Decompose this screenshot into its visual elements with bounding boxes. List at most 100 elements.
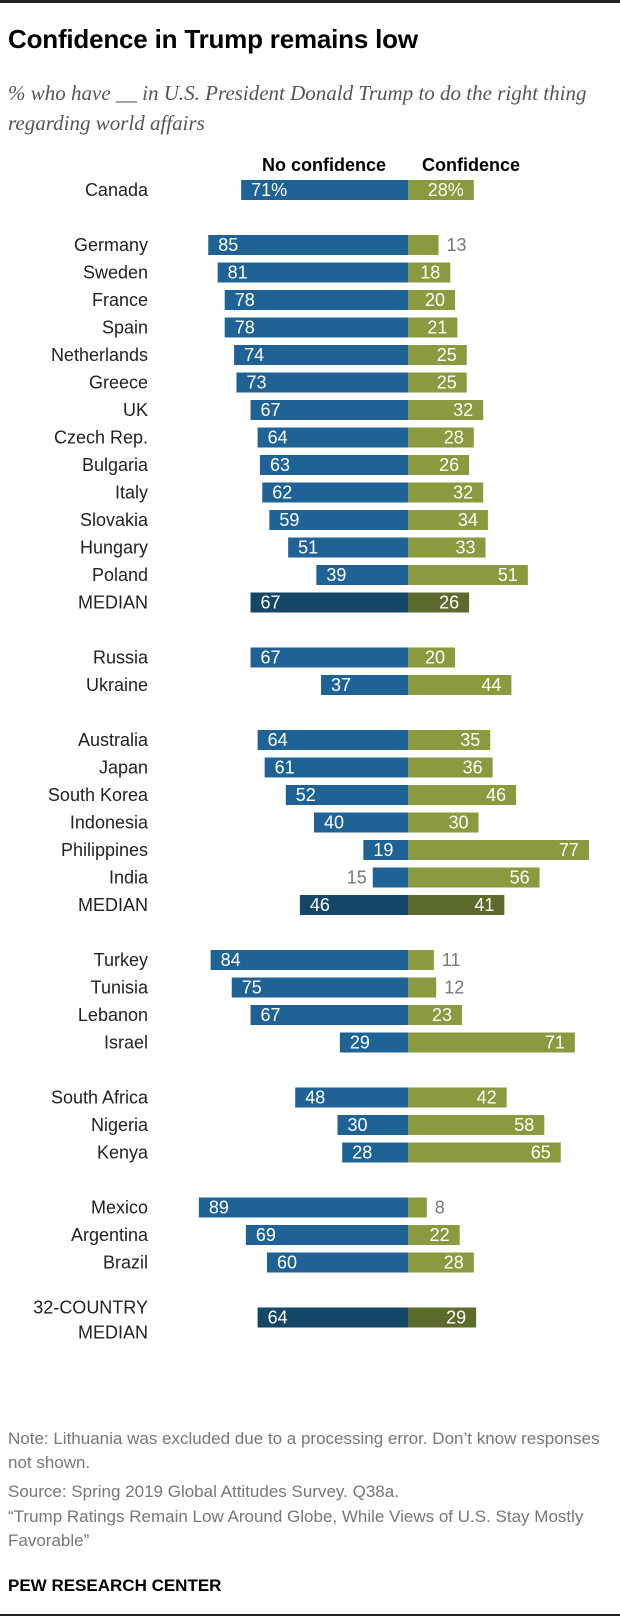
source-note: Source: Spring 2019 Global Attitudes Sur… — [8, 1482, 399, 1501]
bar-confidence-ukraine — [408, 675, 512, 695]
value-confidence-south-korea: 46 — [486, 785, 506, 805]
value-no-confidence-tunisia: 75 — [242, 978, 262, 998]
value-confidence-spain: 21 — [427, 318, 447, 338]
value-no-confidence-japan: 61 — [275, 758, 295, 778]
row-label-32-country-median: 32-COUNTRY MEDIAN — [33, 1298, 148, 1343]
value-no-confidence-canada: 71% — [251, 180, 287, 200]
value-no-confidence-netherlands: 74 — [244, 345, 264, 365]
bar-no-confidence-nigeria — [337, 1115, 408, 1135]
bar-no-confidence-bulgaria — [259, 455, 408, 475]
row-label-israel: Israel — [104, 1033, 148, 1053]
bar-confidence-bulgaria — [408, 455, 470, 475]
bar-no-confidence-netherlands — [234, 345, 408, 365]
value-no-confidence-kenya: 28 — [352, 1143, 372, 1163]
value-no-confidence-indonesia: 40 — [324, 813, 344, 833]
value-no-confidence-median: 67 — [261, 593, 281, 613]
row-label-mexico: Mexico — [91, 1198, 148, 1218]
row-label-germany: Germany — [74, 235, 148, 255]
bar-confidence-tunisia — [408, 977, 437, 998]
value-no-confidence-ukraine: 37 — [331, 675, 351, 695]
row-label-south-korea: South Korea — [48, 785, 149, 805]
value-no-confidence-south-africa: 48 — [305, 1088, 325, 1108]
value-no-confidence-israel: 29 — [350, 1033, 370, 1053]
bar-no-confidence-turkey — [210, 950, 408, 970]
value-confidence-median: 26 — [439, 593, 459, 613]
value-confidence-philippines: 77 — [559, 840, 579, 860]
row-label-uk: UK — [123, 400, 148, 420]
value-no-confidence-philippines: 19 — [373, 840, 393, 860]
row-label-france: France — [92, 290, 148, 310]
bar-confidence-poland — [408, 565, 528, 585]
row-label-australia: Australia — [78, 730, 149, 750]
value-no-confidence-nigeria: 30 — [348, 1115, 368, 1135]
top-rule — [0, 0, 620, 3]
bar-confidence-greece — [408, 372, 467, 393]
value-confidence-india: 56 — [510, 868, 530, 888]
bar-confidence-italy — [408, 482, 484, 503]
value-no-confidence-hungary: 51 — [298, 538, 318, 558]
legend-no-confidence: No confidence — [262, 155, 386, 175]
bar-confidence-germany — [408, 235, 439, 255]
bar-confidence-kenya — [408, 1142, 561, 1163]
value-confidence-canada: 28% — [428, 180, 464, 200]
row-label-bulgaria: Bulgaria — [82, 455, 149, 475]
row-label-czech-rep: Czech Rep. — [54, 428, 148, 448]
report-title: “Trump Ratings Remain Low Around Globe, … — [8, 1507, 584, 1550]
bar-confidence-south-korea — [408, 785, 517, 805]
bar-no-confidence-poland — [316, 565, 408, 585]
bar-confidence-nigeria — [408, 1115, 545, 1135]
row-label-sweden: Sweden — [83, 263, 148, 283]
bar-no-confidence-australia — [257, 730, 408, 750]
row-label-netherlands: Netherlands — [51, 345, 148, 365]
bar-confidence-hungary — [408, 537, 486, 558]
row-label-south-africa: South Africa — [51, 1088, 149, 1108]
value-no-confidence-south-korea: 52 — [296, 785, 316, 805]
value-confidence-nigeria: 58 — [514, 1115, 534, 1135]
value-no-confidence-czech-rep: 64 — [268, 428, 288, 448]
bar-no-confidence-32-country-median — [257, 1307, 408, 1328]
bar-confidence-brazil — [408, 1252, 474, 1273]
value-confidence-israel: 71 — [545, 1033, 565, 1053]
value-no-confidence-argentina: 69 — [256, 1225, 276, 1245]
row-label-median: MEDIAN — [78, 895, 148, 915]
bar-no-confidence-south-korea — [285, 785, 408, 805]
value-confidence-germany: 13 — [447, 235, 467, 255]
row-label-ukraine: Ukraine — [86, 675, 148, 695]
bar-no-confidence-sweden — [217, 262, 408, 283]
bar-no-confidence-argentina — [245, 1225, 408, 1245]
row-label-india: India — [109, 868, 149, 888]
row-label-philippines: Philippines — [61, 840, 148, 860]
row-label-indonesia: Indonesia — [70, 813, 149, 833]
bar-no-confidence-czech-rep — [257, 427, 408, 448]
value-no-confidence-median: 46 — [310, 895, 330, 915]
value-confidence-brazil: 28 — [444, 1253, 464, 1273]
bar-confidence-median — [408, 592, 470, 613]
row-label-argentina: Argentina — [71, 1225, 149, 1245]
bar-confidence-australia — [408, 730, 491, 750]
row-label-kenya: Kenya — [97, 1143, 149, 1163]
bottom-rule — [0, 1614, 620, 1616]
bar-no-confidence-france — [224, 290, 408, 310]
bar-confidence-argentina — [408, 1225, 460, 1245]
footnote: Note: Lithuania was excluded due to a pr… — [8, 1429, 600, 1472]
value-no-confidence-greece: 73 — [246, 373, 266, 393]
value-no-confidence-india: 15 — [347, 868, 367, 888]
value-confidence-tunisia: 12 — [444, 978, 464, 998]
row-label-median: MEDIAN — [78, 593, 148, 613]
value-confidence-russia: 20 — [425, 648, 445, 668]
value-no-confidence-turkey: 84 — [221, 950, 241, 970]
row-label-spain: Spain — [102, 318, 148, 338]
row-label-hungary: Hungary — [80, 538, 148, 558]
value-no-confidence-spain: 78 — [235, 318, 255, 338]
bar-confidence-turkey — [408, 950, 434, 970]
value-no-confidence-slovakia: 59 — [279, 510, 299, 530]
bar-confidence-netherlands — [408, 345, 467, 365]
value-confidence-south-africa: 42 — [477, 1088, 497, 1108]
value-no-confidence-sweden: 81 — [228, 263, 248, 283]
bar-confidence-russia — [408, 647, 455, 668]
bar-confidence-slovakia — [408, 510, 488, 530]
bar-no-confidence-hungary — [288, 537, 408, 558]
value-confidence-poland: 51 — [498, 565, 518, 585]
value-confidence-japan: 36 — [463, 758, 483, 778]
row-label-greece: Greece — [89, 373, 148, 393]
